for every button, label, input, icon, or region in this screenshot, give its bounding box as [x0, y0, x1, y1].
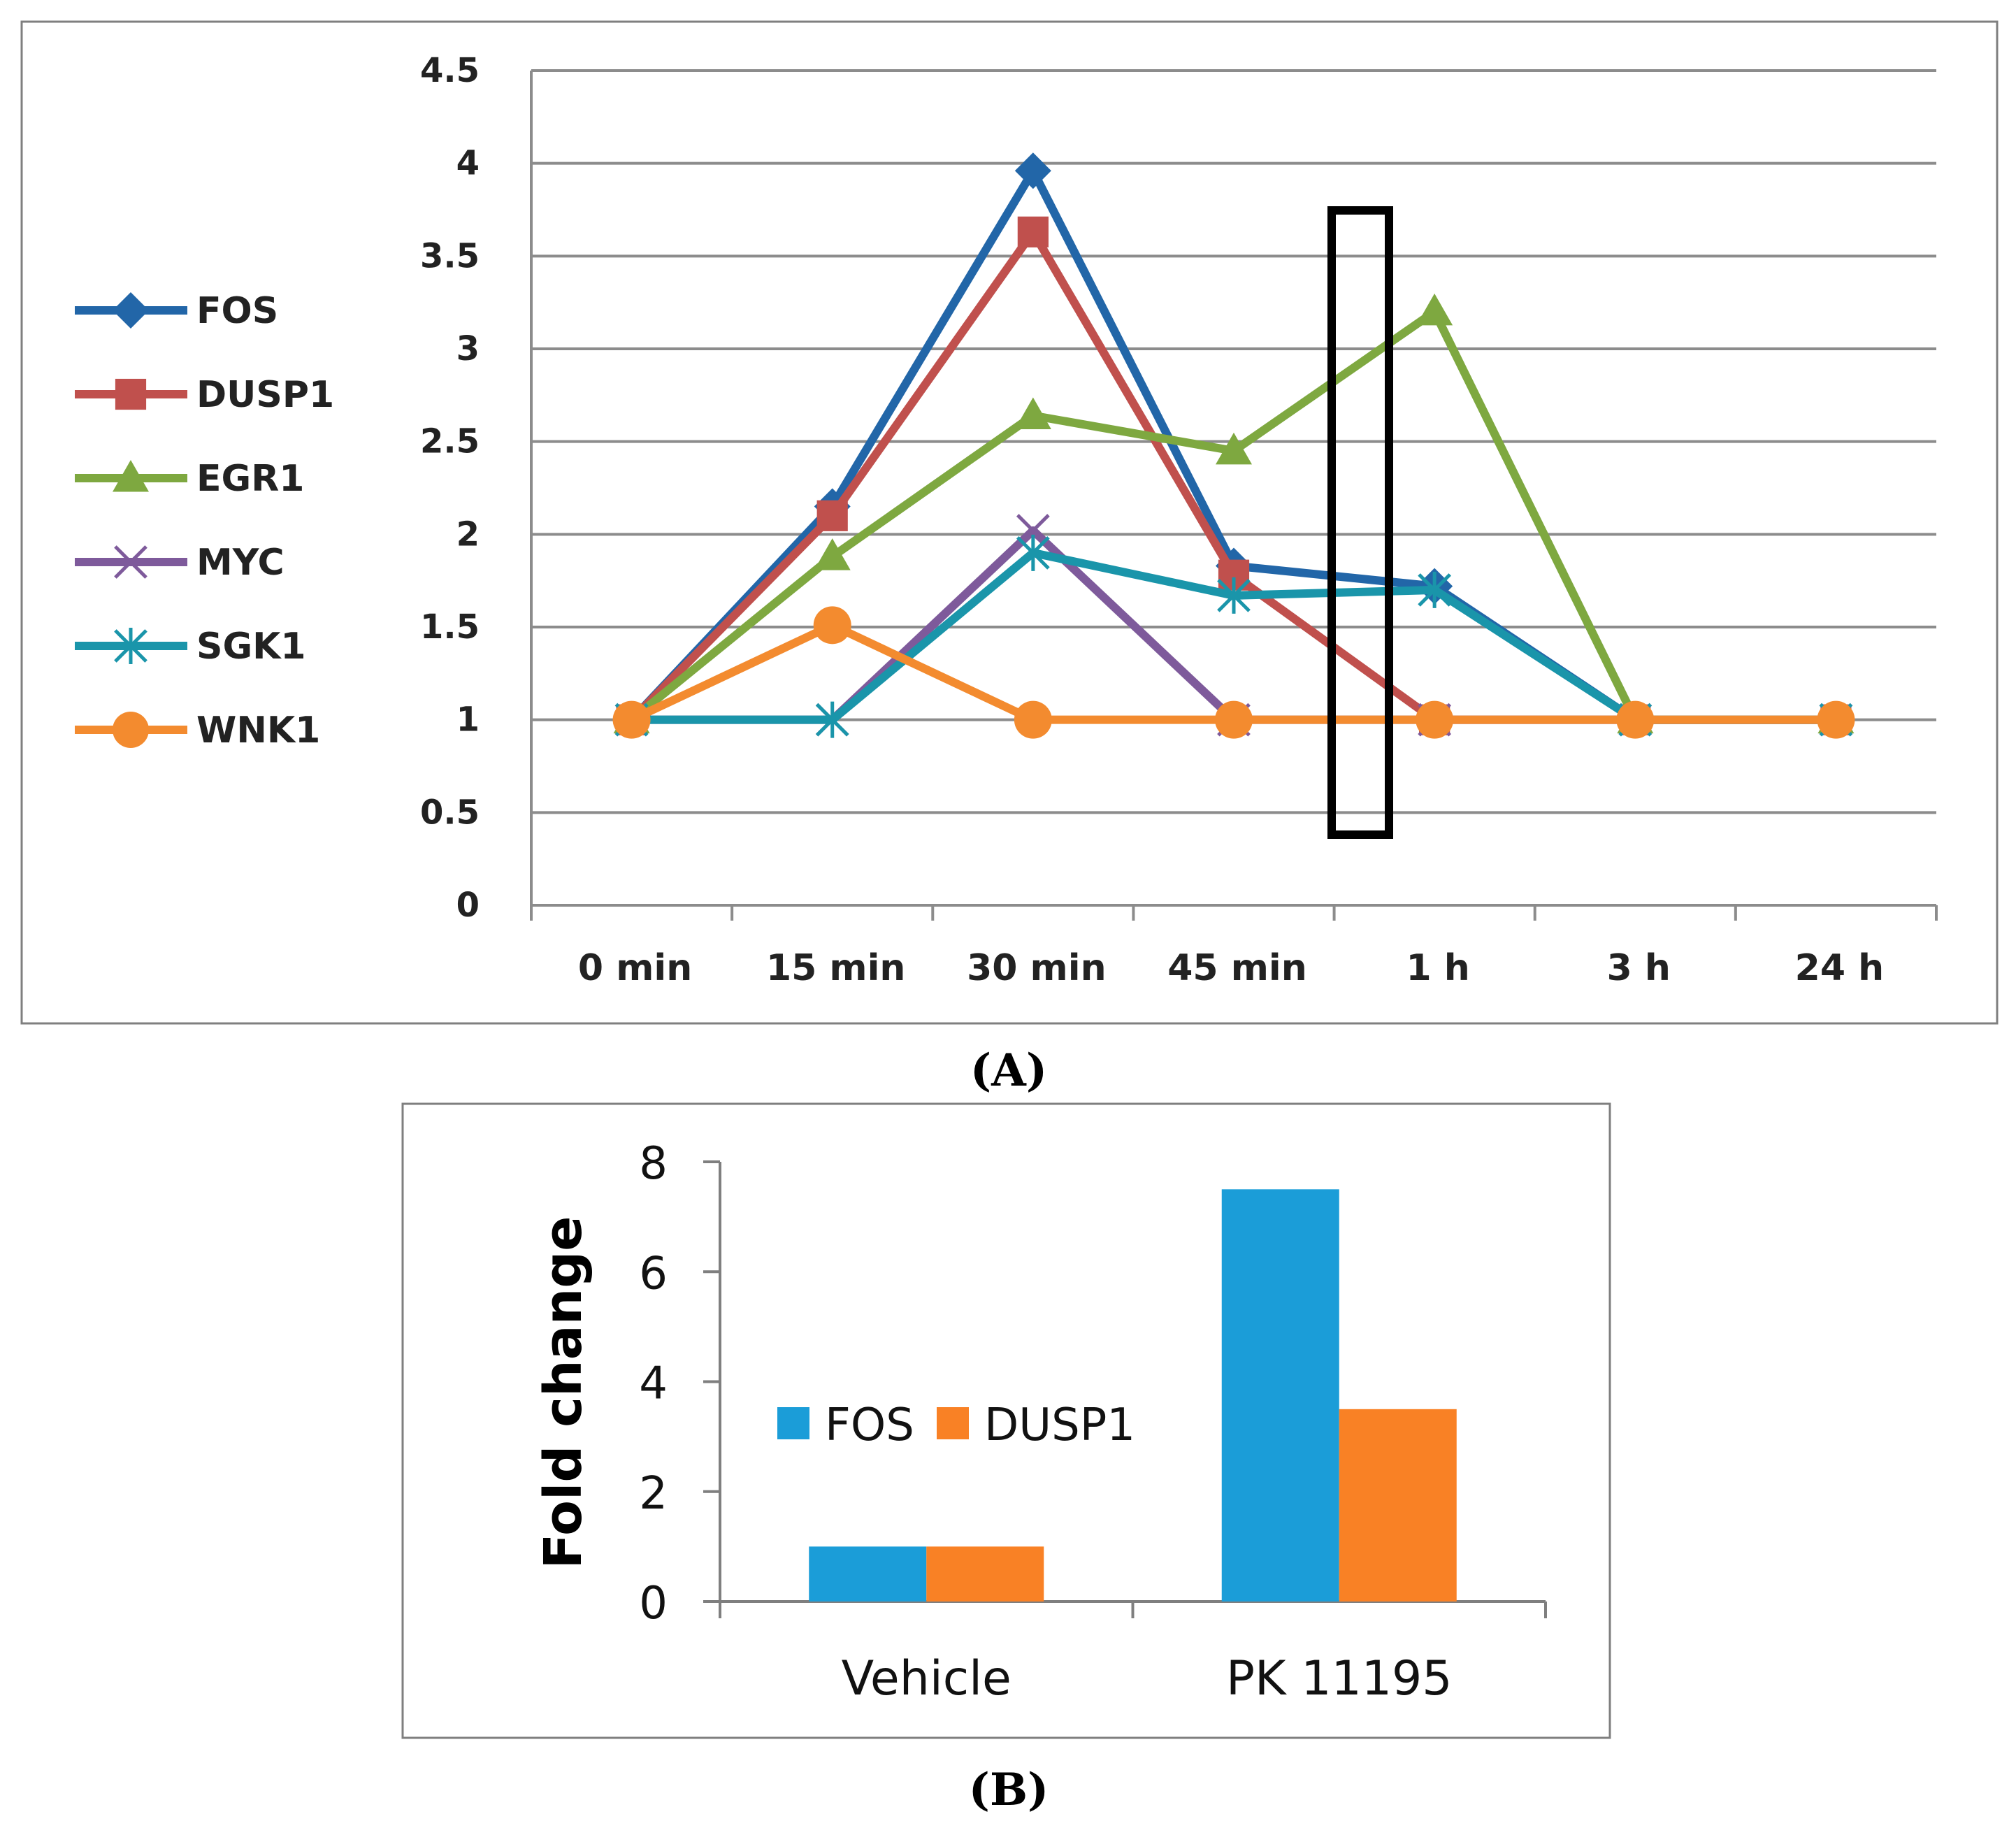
- legend-label: FOS: [825, 1399, 914, 1451]
- y-tick-label: 0: [456, 886, 480, 925]
- marker-star: [114, 628, 147, 664]
- y-tick-label: 1: [456, 700, 480, 740]
- legend-label: DUSP1: [196, 374, 334, 416]
- bar-dusp1: [1339, 1409, 1457, 1602]
- series-wnk1: [612, 606, 1855, 739]
- marker-triangle: [113, 460, 149, 492]
- legend-swatch: [777, 1407, 809, 1439]
- panel-a-y-ticks: 0 0.5 1 1.5 2 2.5 3 3.5 4 4.5: [420, 51, 480, 925]
- panel-a-legend: FOS DUSP1 EGR1 MYC SGK1 WNK1: [75, 290, 334, 751]
- panel-b-y-axis-label: Fold change: [533, 1216, 593, 1569]
- panel-b-legend: FOS DUSP1: [777, 1399, 1135, 1451]
- y-tick-label: 2: [456, 514, 480, 554]
- x-tick-label: 0 min: [578, 947, 692, 989]
- x-tick-label: 3 h: [1607, 947, 1671, 989]
- panel-a-axes: [530, 71, 1938, 921]
- panel-b-x-ticks: Vehicle PK 11195: [842, 1651, 1453, 1706]
- legend-entry-wnk1: WNK1: [75, 710, 320, 751]
- marker-triangle: [814, 538, 851, 570]
- marker-diamond: [113, 292, 149, 329]
- legend-entry-myc: MYC: [75, 542, 285, 584]
- marker-circle: [612, 700, 651, 739]
- marker-circle: [1416, 700, 1454, 739]
- marker-star: [1217, 577, 1251, 614]
- y-tick-label: 8: [639, 1138, 668, 1190]
- x-tick-label: 15 min: [766, 947, 906, 989]
- legend-entry-dusp1: DUSP1: [75, 374, 334, 416]
- highlight-box: [1327, 206, 1393, 839]
- y-tick-label: 0.5: [420, 793, 480, 832]
- marker-circle: [1817, 700, 1855, 739]
- marker-diamond: [1014, 152, 1051, 189]
- caption-a: (A): [970, 1044, 1047, 1097]
- x-tick-label: PK 11195: [1226, 1651, 1453, 1706]
- legend-label: EGR1: [196, 458, 304, 500]
- y-tick-label: 2: [639, 1468, 668, 1520]
- marker-star: [1418, 571, 1452, 608]
- marker-square: [1017, 216, 1049, 247]
- legend-label: WNK1: [196, 710, 320, 751]
- marker-star: [1016, 534, 1050, 571]
- x-tick-label: Vehicle: [842, 1651, 1011, 1706]
- x-tick-label: 30 min: [967, 947, 1107, 989]
- panel-a-frame: [20, 20, 1999, 1025]
- y-tick-label: 1.5: [420, 607, 480, 647]
- y-tick-label: 6: [639, 1248, 668, 1300]
- y-tick-label: 3.5: [420, 236, 480, 275]
- bar-fos: [809, 1546, 927, 1602]
- legend-label: MYC: [196, 542, 285, 584]
- y-tick-label: 2.5: [420, 422, 480, 461]
- bar-dusp1: [926, 1546, 1044, 1602]
- legend-entry-dusp1: DUSP1: [937, 1399, 1135, 1451]
- marker-star: [815, 701, 849, 738]
- marker-x: [114, 545, 147, 579]
- marker-circle: [1616, 700, 1655, 739]
- marker-circle: [1215, 700, 1253, 739]
- marker-triangle: [1014, 397, 1051, 430]
- panel-b-y-ticks: 0 2 4 6 8: [639, 1138, 668, 1629]
- marker-circle: [113, 712, 149, 748]
- y-tick-label: 4: [639, 1358, 668, 1410]
- panel-a-x-ticks: 0 min 15 min 30 min 45 min 1 h 3 h 24 h: [578, 947, 1884, 989]
- y-tick-label: 3: [456, 329, 480, 368]
- legend-label: SGK1: [196, 626, 306, 668]
- legend-label: DUSP1: [984, 1399, 1135, 1451]
- legend-entry-fos: FOS: [777, 1399, 914, 1451]
- x-tick-label: 45 min: [1167, 947, 1307, 989]
- legend-entry-egr1: EGR1: [75, 458, 304, 500]
- y-tick-label: 4: [456, 144, 480, 183]
- marker-square: [816, 500, 848, 531]
- marker-circle: [1014, 700, 1052, 739]
- legend-entry-sgk1: SGK1: [75, 626, 306, 668]
- y-tick-label: 4.5: [420, 51, 480, 90]
- legend-entry-fos: FOS: [75, 290, 278, 332]
- marker-circle: [813, 606, 851, 645]
- legend-swatch: [937, 1407, 969, 1439]
- y-tick-label: 0: [639, 1578, 668, 1629]
- bar-fos: [1221, 1189, 1339, 1602]
- marker-triangle: [1216, 432, 1252, 465]
- caption-b: (B): [969, 1764, 1049, 1816]
- marker-triangle: [1416, 293, 1453, 326]
- panel-a-series: [612, 152, 1855, 739]
- x-tick-label: 24 h: [1795, 947, 1885, 989]
- marker-square: [115, 378, 147, 410]
- x-tick-label: 1 h: [1406, 947, 1469, 989]
- legend-label: FOS: [196, 290, 278, 332]
- panel-b-bars: [809, 1189, 1457, 1602]
